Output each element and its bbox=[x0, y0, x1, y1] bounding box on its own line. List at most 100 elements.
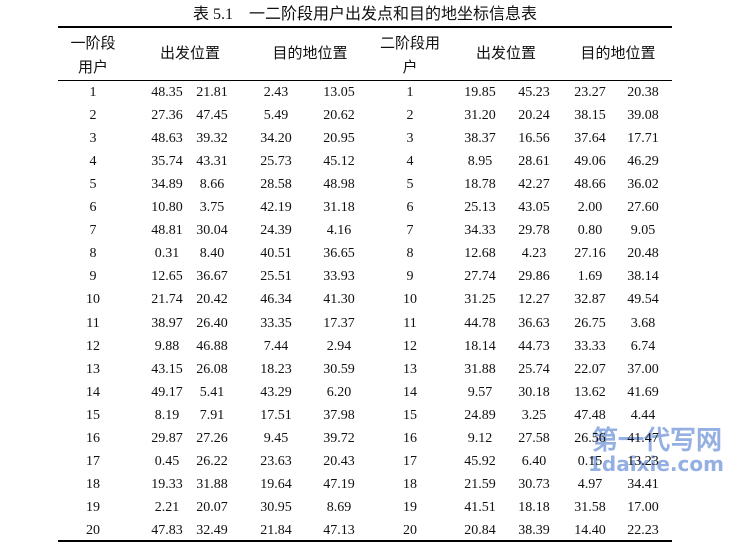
cell: 9.57 bbox=[467, 384, 493, 400]
cell: 20 bbox=[403, 522, 417, 538]
cell: 5.49 bbox=[263, 108, 289, 124]
cell: 17.71 bbox=[627, 131, 659, 147]
cell: 47.83 bbox=[151, 522, 183, 538]
cell: 27.26 bbox=[196, 430, 228, 446]
cell: 19 bbox=[403, 499, 417, 515]
cell: 1.69 bbox=[577, 269, 603, 285]
cell: 14.40 bbox=[574, 522, 606, 538]
cell: 31.88 bbox=[196, 476, 228, 492]
cell: 18 bbox=[403, 476, 417, 492]
cell: 10.80 bbox=[151, 200, 183, 216]
header-cell: 目的地位置 bbox=[272, 46, 348, 62]
cell: 5 bbox=[89, 177, 97, 193]
cell: 36.02 bbox=[627, 177, 659, 193]
cell: 21.81 bbox=[196, 85, 228, 100]
cell: 20.48 bbox=[627, 246, 659, 262]
cell: 20.38 bbox=[627, 85, 659, 100]
cell: 39.08 bbox=[627, 108, 659, 124]
cell: 20.95 bbox=[323, 131, 355, 147]
cell: 41.69 bbox=[627, 384, 659, 400]
cell: 8.19 bbox=[154, 407, 180, 423]
cell: 9.12 bbox=[467, 430, 493, 446]
cell: 3.25 bbox=[521, 407, 547, 423]
cell: 31.20 bbox=[464, 108, 496, 124]
cell: 1 bbox=[89, 85, 97, 100]
cell: 37.00 bbox=[627, 361, 659, 377]
cell: 11 bbox=[403, 315, 417, 331]
cell: 35.74 bbox=[151, 154, 183, 170]
cell: 36.67 bbox=[196, 269, 228, 285]
top-rule bbox=[58, 26, 672, 28]
cell: 8.69 bbox=[326, 499, 352, 515]
cell: 24.89 bbox=[464, 407, 496, 423]
cell: 8.40 bbox=[199, 246, 225, 262]
cell: 26.40 bbox=[196, 315, 228, 331]
cell: 48.63 bbox=[151, 131, 183, 147]
cell: 9.45 bbox=[263, 430, 289, 446]
cell: 38.37 bbox=[464, 131, 496, 147]
cell: 31.88 bbox=[464, 361, 496, 377]
cell: 27.16 bbox=[574, 246, 606, 262]
cell: 19 bbox=[86, 499, 100, 515]
cell: 27.60 bbox=[627, 200, 659, 216]
cell: 20.62 bbox=[323, 108, 355, 124]
cell: 47.45 bbox=[196, 108, 228, 124]
cell: 38.39 bbox=[518, 522, 550, 538]
cell: 38.15 bbox=[574, 108, 606, 124]
cell: 25.74 bbox=[518, 361, 550, 377]
cell: 30.73 bbox=[518, 476, 550, 492]
cell: 20.42 bbox=[196, 292, 228, 308]
cell: 29.86 bbox=[518, 269, 550, 285]
cell: 13 bbox=[403, 361, 417, 377]
cell: 31.58 bbox=[574, 499, 606, 515]
cell: 7.44 bbox=[263, 338, 289, 354]
cell: 17.51 bbox=[260, 407, 292, 423]
cell: 46.34 bbox=[260, 292, 292, 308]
cell: 6 bbox=[406, 200, 414, 216]
cell: 32.87 bbox=[574, 292, 606, 308]
cell: 48.98 bbox=[323, 177, 355, 193]
cell: 36.65 bbox=[323, 246, 355, 262]
cell: 9.05 bbox=[630, 223, 656, 239]
cell: 33.93 bbox=[323, 269, 355, 285]
cell: 24.39 bbox=[260, 223, 292, 239]
cell: 4.16 bbox=[326, 223, 352, 239]
cell: 2.00 bbox=[577, 200, 603, 216]
cell: 16 bbox=[403, 430, 417, 446]
cell: 7 bbox=[406, 223, 414, 239]
cell: 33.33 bbox=[574, 338, 606, 354]
cell: 3.68 bbox=[630, 315, 656, 331]
cell: 38.97 bbox=[151, 315, 183, 331]
cell: 49.17 bbox=[151, 384, 183, 400]
cell: 0.15 bbox=[577, 453, 603, 469]
cell: 13.05 bbox=[323, 85, 355, 100]
cell: 42.27 bbox=[518, 177, 550, 193]
cell: 16 bbox=[86, 430, 100, 446]
cell: 14 bbox=[403, 384, 417, 400]
cell: 22.07 bbox=[574, 361, 606, 377]
cell: 9 bbox=[406, 269, 414, 285]
cell: 26.56 bbox=[574, 430, 606, 446]
cell: 12.65 bbox=[151, 269, 183, 285]
cell: 20 bbox=[86, 522, 100, 538]
cell: 43.05 bbox=[518, 200, 550, 216]
cell: 17.37 bbox=[323, 315, 355, 331]
cell: 8 bbox=[89, 246, 97, 262]
cell: 49.54 bbox=[627, 292, 659, 308]
cell: 43.15 bbox=[151, 361, 183, 377]
cell: 28.61 bbox=[518, 154, 550, 170]
cell: 7 bbox=[89, 223, 97, 239]
cell: 41.30 bbox=[323, 292, 355, 308]
cell: 5.41 bbox=[199, 384, 225, 400]
cell: 13.62 bbox=[574, 384, 606, 400]
cell: 17 bbox=[86, 453, 100, 469]
cell: 25.51 bbox=[260, 269, 292, 285]
table-title: 表 5.1 一二阶段用户出发点和目的地坐标信息表 bbox=[192, 6, 538, 23]
cell: 23.27 bbox=[574, 85, 606, 100]
cell: 6.20 bbox=[326, 384, 352, 400]
cell: 21.59 bbox=[464, 476, 496, 492]
cell: 16.56 bbox=[518, 131, 550, 147]
cell: 19.64 bbox=[260, 476, 292, 492]
watermark: 1daixie.com bbox=[588, 452, 724, 476]
cell: 19.33 bbox=[151, 476, 183, 492]
